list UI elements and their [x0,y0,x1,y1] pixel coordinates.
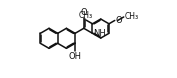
Text: CH₃: CH₃ [78,11,93,20]
Text: OH: OH [69,51,82,61]
Text: O: O [115,16,122,25]
Text: O: O [81,8,87,17]
Text: NH: NH [93,29,106,38]
Text: CH₃: CH₃ [124,12,138,21]
